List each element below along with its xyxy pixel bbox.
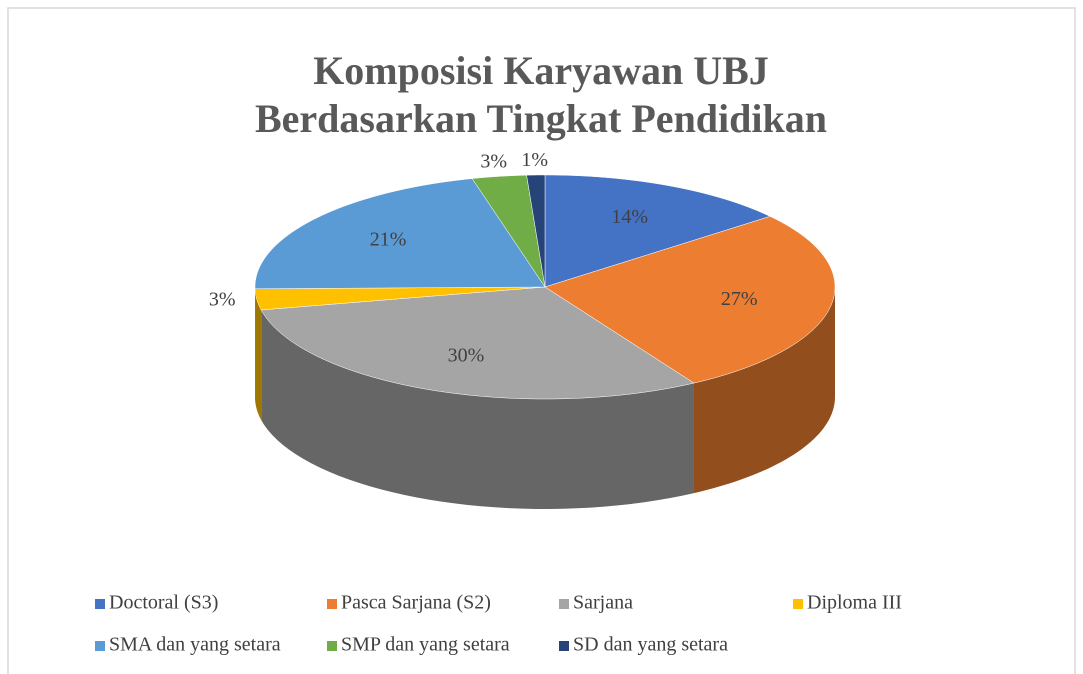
slice-side — [693, 287, 835, 494]
slice-side — [255, 288, 262, 420]
legend-label: SD dan yang setara — [573, 634, 728, 656]
slice-side — [261, 309, 694, 509]
legend-marker — [327, 599, 337, 609]
data-label: 30% — [448, 344, 485, 366]
slice — [544, 174, 771, 288]
legend-marker — [327, 641, 337, 651]
data-label: 27% — [721, 288, 758, 310]
data-label: 3% — [209, 288, 236, 310]
legend-label: SMA dan yang setara — [109, 634, 281, 656]
chart-frame — [7, 7, 1076, 674]
legend-label: Sarjana — [573, 592, 633, 614]
data-label: 14% — [611, 206, 648, 228]
legend-label: Pasca Sarjana (S2) — [341, 592, 491, 614]
data-label: 1% — [521, 149, 548, 171]
legend-label: Doctoral (S3) — [109, 592, 218, 614]
legend-marker — [559, 641, 569, 651]
chart-title: Berdasarkan Tingkat Pendidikan — [255, 96, 827, 141]
data-label: 3% — [480, 151, 507, 173]
legend-label: SMP dan yang setara — [341, 634, 510, 656]
slice — [254, 178, 546, 290]
legend-marker — [95, 599, 105, 609]
slice — [260, 286, 695, 400]
slice — [544, 216, 836, 384]
slice — [471, 174, 546, 288]
legend-label: Diploma III — [807, 592, 902, 614]
legend-marker — [95, 641, 105, 651]
legend-marker — [559, 599, 569, 609]
slice — [254, 286, 546, 311]
slice — [526, 174, 546, 288]
data-label: 21% — [370, 228, 407, 250]
legend-marker — [793, 599, 803, 609]
chart-title: Komposisi Karyawan UBJ — [313, 48, 769, 93]
